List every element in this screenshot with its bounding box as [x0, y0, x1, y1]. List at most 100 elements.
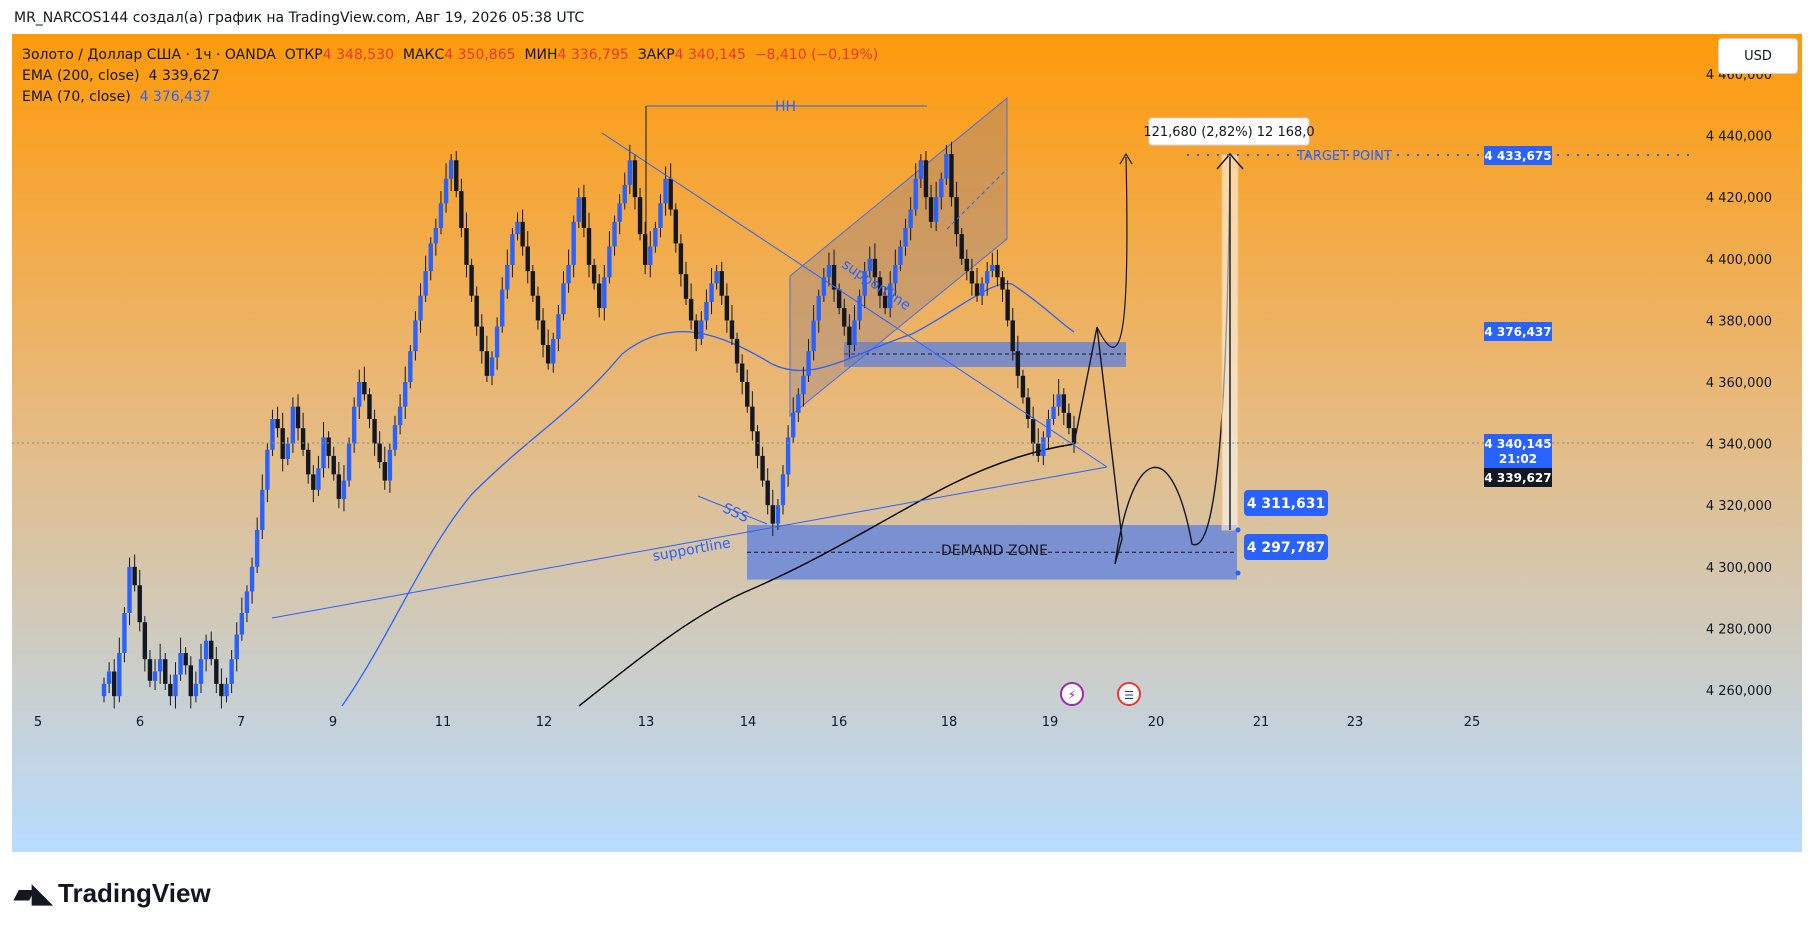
- candle-body[interactable]: [877, 277, 883, 296]
- candle-body[interactable]: [990, 264, 995, 272]
- candle-body[interactable]: [321, 437, 326, 469]
- candle-body[interactable]: [836, 289, 842, 309]
- candle-body[interactable]: [188, 665, 193, 697]
- candle-body[interactable]: [872, 258, 878, 278]
- candle-body[interactable]: [586, 228, 592, 265]
- candle-body[interactable]: [448, 160, 454, 179]
- candle-body[interactable]: [132, 566, 137, 586]
- candle-body[interactable]: [760, 455, 765, 481]
- candle-body[interactable]: [157, 659, 163, 672]
- candle-body[interactable]: [357, 382, 362, 407]
- candle-body[interactable]: [198, 659, 204, 684]
- candle-body[interactable]: [801, 375, 806, 395]
- candle-body[interactable]: [893, 264, 898, 284]
- candle-body[interactable]: [270, 418, 275, 450]
- candle-body[interactable]: [637, 197, 643, 235]
- candle-body[interactable]: [750, 406, 755, 432]
- candle-body[interactable]: [244, 591, 250, 613]
- candle-body[interactable]: [755, 431, 760, 456]
- candle-body[interactable]: [214, 659, 219, 684]
- candle-body[interactable]: [602, 277, 607, 309]
- candle-body[interactable]: [617, 203, 622, 222]
- candle-body[interactable]: [489, 357, 495, 376]
- candle-body[interactable]: [142, 622, 148, 660]
- candle-body[interactable]: [106, 671, 112, 684]
- candle-body[interactable]: [663, 178, 668, 204]
- supportline-lower[interactable]: [271, 466, 1108, 619]
- candle-body[interactable]: [826, 264, 832, 278]
- candle-body[interactable]: [229, 659, 234, 684]
- candle-body[interactable]: [791, 412, 796, 438]
- candle-body[interactable]: [1015, 351, 1021, 376]
- candle-body[interactable]: [719, 271, 724, 296]
- candle-body[interactable]: [913, 178, 918, 210]
- candle-body[interactable]: [545, 345, 551, 364]
- candle-body[interactable]: [336, 474, 342, 500]
- candle-body[interactable]: [433, 228, 439, 244]
- candle-body[interactable]: [280, 428, 285, 459]
- candle-body[interactable]: [566, 264, 571, 284]
- candle-body[interactable]: [811, 320, 816, 352]
- candle-body[interactable]: [367, 394, 372, 419]
- candle-body[interactable]: [959, 234, 964, 259]
- candle-body[interactable]: [505, 264, 510, 290]
- candle-body[interactable]: [918, 160, 924, 179]
- candle-body[interactable]: [285, 443, 290, 459]
- candle-body[interactable]: [775, 505, 781, 524]
- candle-body[interactable]: [234, 634, 239, 660]
- candle-body[interactable]: [821, 277, 827, 296]
- candle-body[interactable]: [331, 455, 336, 475]
- candle-body[interactable]: [954, 197, 959, 235]
- candle-body[interactable]: [459, 191, 464, 228]
- candle-body[interactable]: [163, 659, 168, 684]
- candle-body[interactable]: [556, 314, 561, 339]
- candle-body[interactable]: [1061, 394, 1066, 413]
- candle-body[interactable]: [494, 326, 500, 358]
- candle-body[interactable]: [862, 271, 867, 296]
- candle-body[interactable]: [1051, 406, 1056, 419]
- candle-body[interactable]: [372, 418, 377, 444]
- candle-body[interactable]: [591, 264, 597, 284]
- candle-body[interactable]: [147, 659, 153, 681]
- candle-body[interactable]: [597, 283, 602, 309]
- candle-body[interactable]: [933, 197, 939, 222]
- candle-body[interactable]: [857, 295, 862, 321]
- candle-body[interactable]: [806, 351, 811, 376]
- candle-body[interactable]: [510, 234, 515, 265]
- candle-body[interactable]: [882, 295, 888, 309]
- candle-body[interactable]: [1025, 397, 1031, 419]
- candle-body[interactable]: [469, 264, 474, 296]
- candle-body[interactable]: [1005, 289, 1010, 321]
- candle-body[interactable]: [479, 326, 484, 352]
- candle-body[interactable]: [683, 274, 689, 299]
- candle-body[interactable]: [739, 363, 745, 382]
- candle-body[interactable]: [785, 437, 791, 475]
- candle-body[interactable]: [724, 295, 730, 321]
- candle-body[interactable]: [464, 228, 469, 265]
- candle-body[interactable]: [275, 418, 280, 429]
- candle-body[interactable]: [699, 320, 704, 339]
- candle-body[interactable]: [648, 246, 653, 265]
- candle-body[interactable]: [454, 160, 459, 192]
- candle-body[interactable]: [678, 243, 684, 275]
- candle-body[interactable]: [397, 406, 403, 426]
- flash-event-icon[interactable]: [1060, 682, 1084, 706]
- candle-body[interactable]: [306, 449, 311, 475]
- candle-body[interactable]: [688, 298, 694, 321]
- candle-body[interactable]: [101, 683, 107, 697]
- price-chart[interactable]: ⚡ ☰ 4 260,000 4 280,000 4 300,000 4 320,000 4…: [12, 34, 1802, 852]
- candle-body[interactable]: [745, 382, 750, 407]
- candle-body[interactable]: [765, 480, 770, 506]
- candle-body[interactable]: [847, 326, 852, 346]
- candle-body[interactable]: [908, 209, 913, 228]
- candle-body[interactable]: [520, 221, 525, 247]
- candle-body[interactable]: [193, 683, 199, 697]
- candle-body[interactable]: [428, 243, 433, 272]
- candle-body[interactable]: [888, 283, 893, 309]
- candle-body[interactable]: [249, 566, 255, 592]
- candle-body[interactable]: [525, 246, 530, 272]
- candle-body[interactable]: [1010, 320, 1015, 352]
- downtrend-line[interactable]: [601, 132, 1108, 468]
- candle-body[interactable]: [668, 178, 673, 210]
- candle-body[interactable]: [780, 474, 786, 506]
